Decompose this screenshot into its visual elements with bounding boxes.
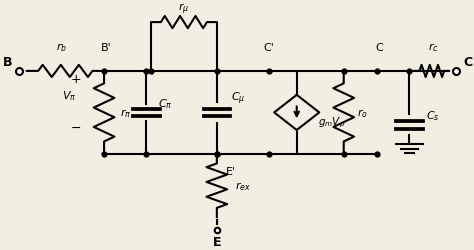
Text: B': B' (101, 42, 112, 52)
Text: E': E' (226, 166, 236, 176)
Text: C: C (464, 56, 473, 68)
Text: B: B (3, 56, 12, 68)
Text: E: E (213, 235, 221, 248)
Text: −: − (71, 121, 81, 134)
Text: $r_\mu$: $r_\mu$ (178, 2, 190, 17)
Text: $r_{ex}$: $r_{ex}$ (235, 180, 251, 192)
Text: $r_o$: $r_o$ (357, 106, 368, 119)
Text: $r_\pi$: $r_\pi$ (119, 106, 131, 119)
Text: $r_b$: $r_b$ (56, 41, 67, 54)
Text: C: C (375, 42, 383, 52)
Text: $r_c$: $r_c$ (428, 41, 438, 54)
Text: $C_s$: $C_s$ (426, 108, 440, 122)
Text: $C_\mu$: $C_\mu$ (231, 90, 245, 106)
Text: C': C' (263, 42, 274, 52)
Text: +: + (71, 72, 81, 86)
Text: $V_\pi$: $V_\pi$ (62, 89, 76, 103)
Text: $g_mV_p$: $g_mV_p$ (319, 116, 346, 130)
Text: $C_\pi$: $C_\pi$ (158, 96, 173, 110)
